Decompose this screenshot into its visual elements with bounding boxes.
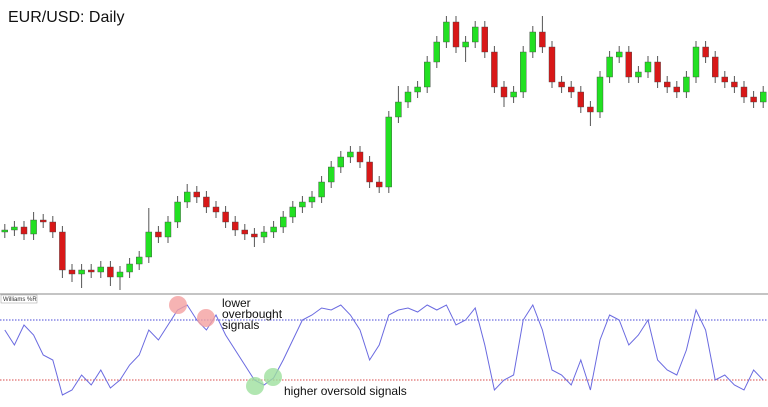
candle-body xyxy=(97,266,105,273)
candle-body xyxy=(702,46,709,58)
candle-body xyxy=(376,181,383,188)
candle-body xyxy=(68,269,76,275)
candle-body xyxy=(174,201,181,223)
candle-body xyxy=(491,51,498,88)
candle-body xyxy=(606,56,613,78)
candle-body xyxy=(126,263,133,273)
candle-body xyxy=(20,226,28,235)
candle-body xyxy=(616,51,623,58)
candle-body xyxy=(356,151,364,163)
panel-title-box xyxy=(0,294,38,304)
candle-body xyxy=(241,229,249,235)
candle-body xyxy=(222,211,229,223)
candle-body xyxy=(673,86,680,93)
candle-body xyxy=(740,86,748,98)
candle-body xyxy=(299,201,306,208)
candle-body xyxy=(596,76,604,113)
chart-title: EUR/USD: Daily xyxy=(8,9,124,26)
candle-body xyxy=(520,51,527,93)
panel-title: Williams %R xyxy=(3,297,37,303)
candle-body xyxy=(529,31,536,53)
candle-body xyxy=(289,206,296,218)
candle-body xyxy=(49,221,56,233)
candle-body xyxy=(145,231,153,258)
candle-body xyxy=(625,51,632,78)
candle-body xyxy=(116,271,124,278)
candle-body xyxy=(692,46,700,78)
candle-body xyxy=(347,151,354,158)
candle-body xyxy=(414,86,421,93)
candle-body xyxy=(193,191,201,198)
candle-body xyxy=(107,266,114,278)
candle-body xyxy=(548,46,556,83)
candle-body xyxy=(644,61,652,73)
candle-body xyxy=(635,71,642,78)
candle-body xyxy=(135,256,143,265)
candle-body xyxy=(558,81,565,88)
candle-body xyxy=(164,221,172,238)
annotation: lower overbought signals xyxy=(222,296,283,332)
candle-body xyxy=(1,229,8,233)
candle-body xyxy=(231,221,239,231)
candle-body xyxy=(270,226,277,233)
candle-body xyxy=(462,41,469,48)
candle-body xyxy=(433,41,440,63)
candle-body xyxy=(260,231,268,238)
candle-body xyxy=(404,91,412,103)
candle-body xyxy=(318,181,325,198)
annotation: higher oversold signals xyxy=(284,384,407,398)
candle-body xyxy=(577,91,584,108)
williams-line xyxy=(4,303,764,396)
candle-body xyxy=(510,91,517,98)
candle-body xyxy=(750,96,757,103)
candle-body xyxy=(308,196,316,203)
candle-body xyxy=(87,269,95,273)
oversold-marker xyxy=(246,377,264,395)
candle-body xyxy=(155,231,162,238)
candle-body xyxy=(760,91,767,103)
candle-body xyxy=(664,81,671,88)
candle-body xyxy=(721,76,728,83)
candle-body xyxy=(30,219,37,235)
candle-body xyxy=(212,206,220,213)
candle-body xyxy=(654,61,661,83)
candle-body xyxy=(59,231,66,271)
candle-body xyxy=(500,86,508,98)
candle-body xyxy=(280,216,287,228)
candle-body xyxy=(78,269,85,275)
candle-body xyxy=(366,161,373,183)
candle-body xyxy=(11,226,18,231)
candle-body xyxy=(40,219,47,223)
candle-body xyxy=(385,116,392,188)
candle-body xyxy=(587,106,594,113)
candle-body xyxy=(424,61,431,88)
candle-body xyxy=(472,26,479,43)
overbought-marker xyxy=(197,309,215,327)
candle-body xyxy=(328,166,335,183)
candle-body xyxy=(452,21,460,48)
candle-body xyxy=(251,233,258,238)
overbought-marker xyxy=(169,296,187,314)
candle-body xyxy=(683,76,690,93)
candle-body xyxy=(203,196,210,208)
candle-body xyxy=(731,81,738,88)
oversold-marker xyxy=(264,368,282,386)
candle-body xyxy=(481,26,488,53)
candle-body xyxy=(395,101,402,118)
candle-body xyxy=(337,156,344,168)
candle-body xyxy=(183,191,191,203)
candle-body xyxy=(568,86,575,93)
candle-body xyxy=(539,31,546,48)
candle-body xyxy=(443,21,450,43)
candle-body xyxy=(712,56,719,78)
